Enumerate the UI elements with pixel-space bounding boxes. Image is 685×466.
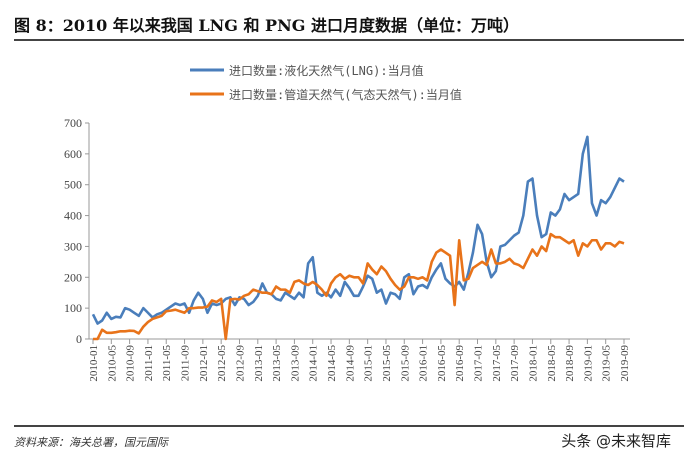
y-tick-label: 600 — [64, 147, 82, 161]
chart-title: 图 8：2010 年以来我国 LNG 和 PNG 进口月度数据（单位：万吨） — [14, 16, 519, 35]
x-tick-label: 2012-01 — [198, 345, 210, 382]
x-tick-label: 2019-09 — [619, 345, 631, 382]
x-tick-label: 2014-09 — [344, 345, 356, 382]
divider — [14, 425, 684, 427]
x-tick-label: 2014-05 — [326, 345, 338, 382]
y-tick-label: 700 — [64, 116, 82, 130]
x-tick-label: 2010-09 — [125, 345, 137, 382]
y-tick-label: 100 — [64, 301, 82, 315]
x-tick-label: 2013-01 — [253, 345, 265, 382]
x-tick-label: 2014-01 — [308, 345, 320, 382]
x-tick-label: 2013-09 — [289, 345, 301, 382]
y-tick-label: 500 — [64, 178, 82, 192]
series-line-lng — [91, 135, 625, 325]
x-tick-label: 2019-05 — [601, 345, 613, 382]
legend-label: 进口数量:液化天然气(LNG):当月值 — [229, 63, 424, 78]
x-tick-label: 2011-01 — [143, 345, 155, 381]
x-tick-label: 2016-09 — [454, 345, 466, 382]
x-tick-label: 2019-01 — [582, 345, 594, 382]
x-tick-label: 2015-09 — [399, 345, 411, 382]
x-tick-label: 2012-09 — [234, 345, 246, 382]
x-tick-label: 2015-05 — [381, 345, 393, 382]
x-tick-label: 2015-01 — [363, 345, 375, 382]
source-note: 资料来源：海关总署，国元国际 — [14, 436, 168, 449]
x-tick-label: 2011-09 — [180, 345, 192, 382]
x-tick-label: 2016-05 — [436, 345, 448, 382]
x-tick-label: 2013-05 — [271, 345, 283, 382]
x-tick-label: 2010-05 — [106, 345, 118, 382]
x-tick-label: 2011-05 — [161, 345, 173, 382]
y-tick-label: 200 — [64, 270, 82, 284]
x-tick-label: 2018-05 — [546, 345, 558, 382]
divider — [14, 39, 684, 41]
series-line-png — [93, 232, 625, 341]
x-tick-label: 2017-05 — [491, 345, 503, 382]
y-tick-label: 300 — [64, 239, 82, 253]
x-tick-label: 2018-01 — [527, 345, 539, 382]
x-tick-label: 2012-05 — [216, 345, 228, 382]
legend-label: 进口数量:管道天然气(气态天然气):当月值 — [229, 87, 462, 102]
y-tick-label: 0 — [76, 332, 82, 346]
x-tick-label: 2017-09 — [509, 345, 521, 382]
x-tick-label: 2018-09 — [564, 345, 576, 382]
watermark: 头条 @未来智库 — [561, 432, 671, 450]
x-tick-label: 2016-01 — [418, 345, 430, 382]
x-tick-label: 2010-01 — [88, 345, 100, 382]
y-tick-label: 400 — [64, 209, 82, 223]
line-chart: 0 100 200 300 400 500 600 700 2010-01 2010-05 2010… — [64, 63, 631, 382]
x-tick-label: 2017-01 — [473, 345, 485, 382]
